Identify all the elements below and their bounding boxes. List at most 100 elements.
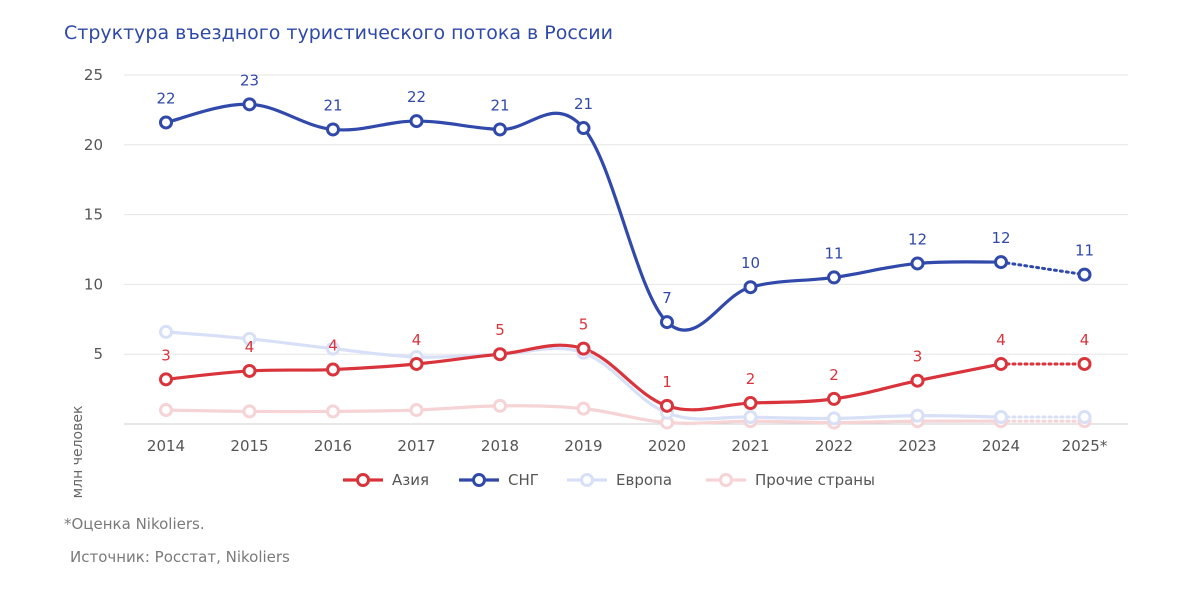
legend-swatch-marker	[719, 473, 733, 487]
data-label: 7	[662, 289, 672, 307]
legend-swatch-marker	[356, 473, 370, 487]
series-forecast-line	[999, 260, 1086, 277]
legend[interactable]: Азия СНГ Европа Прочие страны	[343, 471, 875, 489]
data-point	[1077, 356, 1092, 371]
data-label: 2	[746, 370, 756, 388]
data-point	[493, 122, 507, 137]
data-label: 4	[328, 337, 338, 355]
x-tick-label: 2021	[731, 437, 769, 455]
data-point	[660, 315, 674, 330]
data-point	[326, 341, 340, 356]
legend-swatch-marker	[580, 473, 594, 487]
series-line-СНГ	[164, 102, 1003, 332]
x-tick-label: 2016	[314, 437, 352, 455]
legend-label: Прочие страны	[755, 471, 875, 489]
data-point	[910, 373, 925, 388]
data-point	[1077, 267, 1092, 282]
gridlines	[124, 74, 1128, 425]
legend-item-Европа[interactable]: Европа	[567, 471, 672, 489]
data-label: 12	[908, 230, 927, 248]
data-point	[409, 403, 424, 418]
x-tick-label: 2018	[481, 437, 519, 455]
data-point	[743, 396, 758, 411]
data-point	[576, 401, 591, 416]
data-point	[159, 403, 173, 418]
data-point	[576, 121, 591, 136]
data-label: 21	[323, 96, 342, 114]
data-label: 23	[240, 71, 259, 89]
data-point	[994, 356, 1008, 371]
data-point	[493, 347, 507, 362]
data-point	[493, 398, 507, 413]
data-label: 4	[412, 331, 422, 349]
series-lines	[164, 102, 1086, 425]
data-point	[409, 356, 424, 371]
legend-label: Европа	[616, 471, 672, 489]
data-point	[910, 256, 925, 271]
x-tick-label: 2025*	[1062, 437, 1108, 455]
data-point	[159, 115, 173, 130]
legend-item-СНГ[interactable]: СНГ	[459, 471, 539, 489]
x-tick-label: 2022	[815, 437, 853, 455]
data-label: 3	[913, 348, 923, 366]
y-tick-label: 10	[84, 275, 103, 293]
data-label: 22	[156, 89, 175, 107]
x-tick-label: 2019	[564, 437, 602, 455]
y-axis-ticks: 5 10 15 20 25	[84, 66, 103, 363]
data-label: 1	[662, 373, 672, 391]
data-label: 11	[824, 244, 843, 262]
data-label: 4	[996, 331, 1006, 349]
data-point	[326, 404, 340, 419]
data-point	[827, 411, 841, 426]
chart-title: Структура въездного туристического поток…	[64, 22, 613, 44]
data-point	[910, 408, 925, 423]
data-point	[242, 97, 257, 112]
data-point	[994, 410, 1008, 425]
data-point	[159, 324, 173, 339]
legend-label: СНГ	[508, 471, 539, 489]
legend-item-Прочие страны[interactable]: Прочие страны	[706, 471, 875, 489]
data-point	[827, 391, 841, 406]
data-label: 3	[161, 346, 171, 364]
legend-item-Азия[interactable]: Азия	[343, 471, 429, 489]
x-tick-label: 2024	[982, 437, 1020, 455]
data-point	[242, 331, 257, 346]
legend-label: Азия	[392, 471, 429, 489]
x-tick-label: 2017	[397, 437, 435, 455]
data-label: 21	[490, 96, 509, 114]
data-point	[743, 280, 758, 295]
data-label: 21	[574, 95, 593, 113]
data-point	[409, 114, 424, 129]
source-note: Источник: Росстат, Nikoliers	[70, 548, 290, 566]
x-tick-label: 2023	[898, 437, 936, 455]
data-point	[159, 372, 173, 387]
data-label: 4	[245, 338, 255, 356]
x-tick-label: 2020	[648, 437, 686, 455]
y-tick-label: 25	[84, 66, 103, 84]
data-label: 2	[829, 366, 839, 384]
x-axis-ticks: 2014 2015 2016 2017 2018 2019 2020 2021 2022 2023…	[147, 437, 1108, 455]
y-tick-label: 5	[93, 345, 103, 363]
data-point	[576, 341, 591, 356]
y-tick-label: 15	[84, 206, 103, 224]
data-point	[743, 410, 758, 425]
x-tick-label: 2014	[147, 437, 185, 455]
legend-swatch-marker	[472, 473, 486, 487]
data-label: 12	[991, 229, 1010, 247]
data-label: 5	[495, 321, 505, 339]
y-tick-label: 20	[84, 136, 103, 154]
data-label: 11	[1075, 242, 1094, 260]
data-label: 22	[407, 88, 426, 106]
data-point	[660, 398, 674, 413]
data-point	[994, 255, 1008, 270]
footnote: *Оценка Nikoliers.	[64, 515, 205, 533]
data-point	[827, 270, 841, 285]
data-label: 10	[741, 254, 760, 272]
data-point	[326, 122, 340, 137]
data-point	[242, 363, 257, 378]
data-point	[1077, 410, 1092, 425]
series-points	[159, 97, 1092, 430]
data-point	[242, 404, 257, 419]
